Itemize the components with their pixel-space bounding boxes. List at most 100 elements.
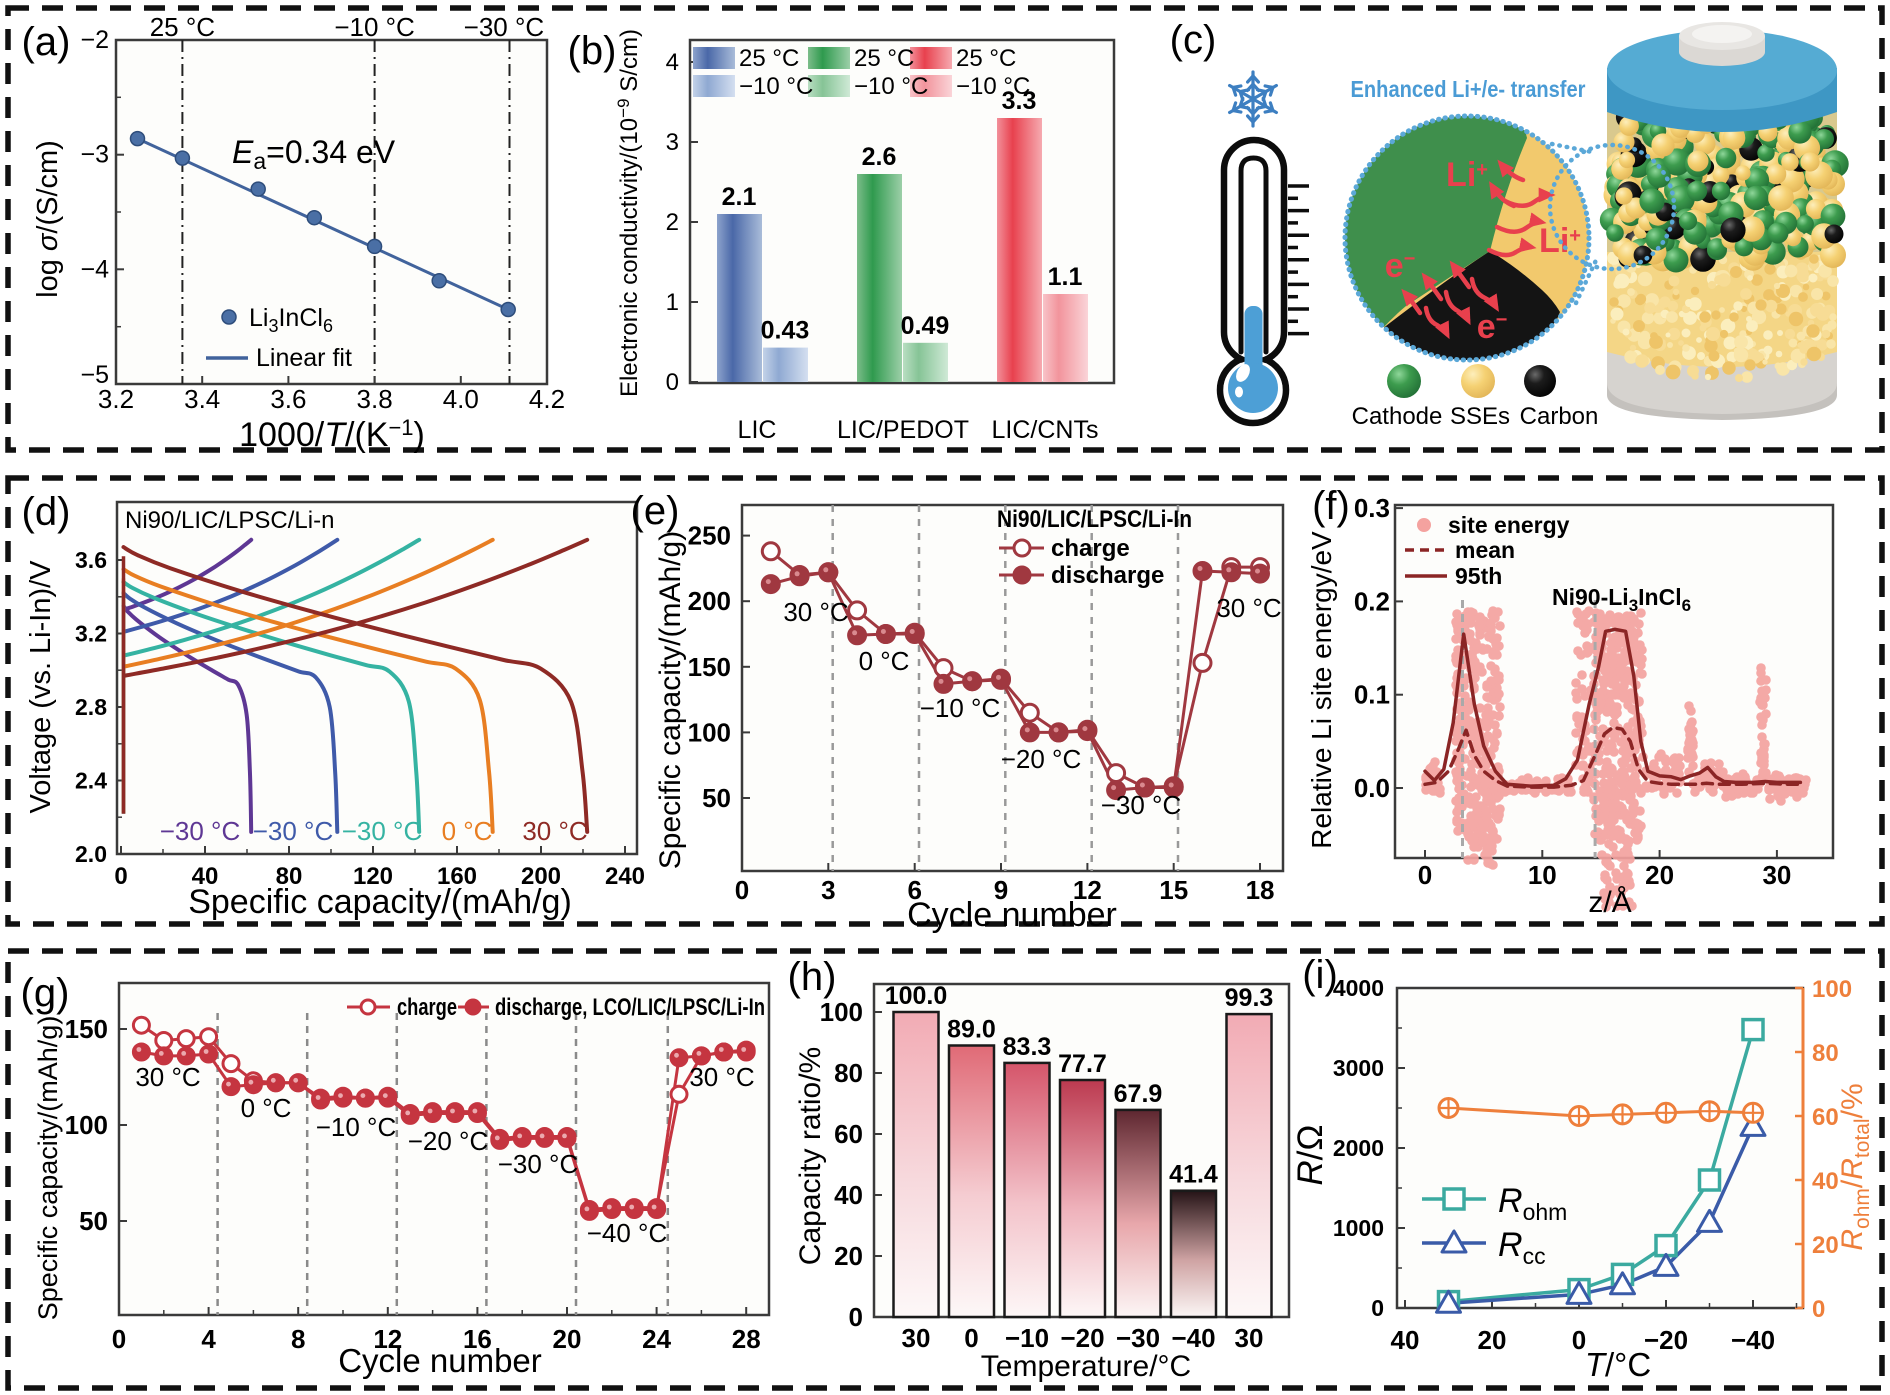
svg-text:250: 250 xyxy=(688,521,731,551)
svg-text:site energy: site energy xyxy=(1448,512,1570,538)
svg-text:Voltage (vs. Li-In)/V: Voltage (vs. Li-In)/V xyxy=(25,560,57,814)
svg-text:99.3: 99.3 xyxy=(1225,984,1274,1012)
svg-text:Li3InCl6: Li3InCl6 xyxy=(249,304,333,336)
svg-text:−20: −20 xyxy=(1644,1325,1688,1355)
svg-text:24: 24 xyxy=(642,1324,671,1354)
svg-text:80: 80 xyxy=(834,1058,863,1088)
svg-text:40: 40 xyxy=(834,1180,863,1210)
svg-text:3.6: 3.6 xyxy=(270,384,306,414)
svg-text:−10 °C: −10 °C xyxy=(854,73,928,100)
svg-text:30: 30 xyxy=(902,1323,931,1353)
svg-text:20: 20 xyxy=(1478,1325,1507,1355)
svg-text:Capacity ratio/%: Capacity ratio/% xyxy=(794,1047,827,1265)
svg-text:100: 100 xyxy=(65,1110,108,1140)
svg-text:3.6: 3.6 xyxy=(75,547,107,573)
svg-text:−30 °C: −30 °C xyxy=(160,816,241,846)
svg-text:−10 °C: −10 °C xyxy=(920,693,1001,723)
svg-text:240: 240 xyxy=(605,863,645,890)
svg-text:100.0: 100.0 xyxy=(885,982,948,1010)
svg-text:83.3: 83.3 xyxy=(1003,1033,1052,1061)
svg-text:0 °C: 0 °C xyxy=(442,816,493,846)
svg-text:40: 40 xyxy=(1812,1168,1839,1195)
svg-text:(c): (c) xyxy=(1170,18,1217,62)
svg-text:0: 0 xyxy=(1418,860,1432,890)
svg-text:Enhanced Li+/e- transfer: Enhanced Li+/e- transfer xyxy=(1351,76,1586,102)
svg-text:0 °C: 0 °C xyxy=(241,1093,292,1123)
svg-text:LIC/PEDOT: LIC/PEDOT xyxy=(837,416,969,444)
svg-text:−40 °C: −40 °C xyxy=(587,1218,668,1248)
svg-text:25 °C: 25 °C xyxy=(956,45,1016,72)
svg-text:1.1: 1.1 xyxy=(1048,263,1083,291)
svg-text:9: 9 xyxy=(994,875,1008,905)
svg-text:−30 °C: −30 °C xyxy=(498,1149,579,1179)
svg-text:80: 80 xyxy=(1812,1040,1839,1067)
svg-text:Ni90-Li3InCl6: Ni90-Li3InCl6 xyxy=(1552,584,1691,615)
svg-text:−30: −30 xyxy=(1116,1323,1160,1353)
svg-text:LIC: LIC xyxy=(738,416,777,444)
svg-text:30 °C: 30 °C xyxy=(689,1062,754,1092)
svg-text:charge: charge xyxy=(397,994,457,1021)
svg-text:10: 10 xyxy=(1528,860,1557,890)
svg-text:Specific capacity/(mAh/g): Specific capacity/(mAh/g) xyxy=(654,531,687,869)
svg-text:Linear fit: Linear fit xyxy=(256,344,352,372)
svg-text:0: 0 xyxy=(1371,1295,1384,1321)
svg-text:4: 4 xyxy=(666,49,679,76)
svg-text:−40: −40 xyxy=(1171,1323,1215,1353)
svg-text:2.6: 2.6 xyxy=(862,143,897,171)
svg-text:28: 28 xyxy=(732,1324,761,1354)
svg-text:Rohm/Rtotal/%: Rohm/Rtotal/% xyxy=(1836,1083,1874,1250)
svg-text:3.2: 3.2 xyxy=(75,621,107,647)
svg-text:(e): (e) xyxy=(631,489,680,533)
svg-text:−10 °C: −10 °C xyxy=(739,73,813,100)
svg-text:−20: −20 xyxy=(1060,1323,1104,1353)
svg-text:100: 100 xyxy=(820,997,863,1027)
svg-text:100: 100 xyxy=(1812,976,1852,1003)
svg-text:Cycle number: Cycle number xyxy=(907,896,1117,934)
svg-text:Ni90/LIC/LPSC/Li-In: Ni90/LIC/LPSC/Li-In xyxy=(997,506,1192,533)
svg-text:−10 °C: −10 °C xyxy=(334,12,415,42)
svg-text:(h): (h) xyxy=(788,955,837,999)
svg-text:2.1: 2.1 xyxy=(722,183,757,211)
svg-text:15: 15 xyxy=(1159,875,1188,905)
svg-text:2.4: 2.4 xyxy=(75,768,107,794)
svg-text:3.8: 3.8 xyxy=(357,384,393,414)
svg-text:100: 100 xyxy=(688,717,731,747)
svg-text:200: 200 xyxy=(521,863,561,890)
svg-text:Carbon: Carbon xyxy=(1520,403,1599,430)
svg-text:3: 3 xyxy=(666,129,679,156)
svg-text:30 °C: 30 °C xyxy=(1216,593,1281,623)
svg-text:Relative Li site energy/eV: Relative Li site energy/eV xyxy=(1306,531,1337,849)
svg-text:0: 0 xyxy=(114,863,127,890)
svg-text:mean: mean xyxy=(1455,537,1515,563)
svg-text:(a): (a) xyxy=(22,20,71,64)
svg-text:41.4: 41.4 xyxy=(1169,1161,1218,1189)
svg-text:−20 °C: −20 °C xyxy=(408,1126,489,1156)
svg-text:8: 8 xyxy=(291,1324,305,1354)
svg-text:2.8: 2.8 xyxy=(75,694,107,720)
svg-text:−5: −5 xyxy=(80,361,109,389)
svg-text:12: 12 xyxy=(373,1324,402,1354)
svg-text:−10 °C: −10 °C xyxy=(316,1112,397,1142)
svg-text:80: 80 xyxy=(276,863,303,890)
svg-text:2: 2 xyxy=(666,209,679,236)
svg-text:3: 3 xyxy=(821,875,835,905)
svg-text:0.49: 0.49 xyxy=(901,312,950,340)
svg-text:0: 0 xyxy=(112,1324,126,1354)
svg-text:3000: 3000 xyxy=(1333,1055,1384,1081)
svg-text:30 °C: 30 °C xyxy=(522,816,587,846)
svg-text:77.7: 77.7 xyxy=(1058,1050,1107,1078)
svg-text:(i): (i) xyxy=(1302,953,1338,997)
svg-text:0: 0 xyxy=(964,1323,978,1353)
svg-text:SSEs: SSEs xyxy=(1450,403,1510,430)
svg-text:30 °C: 30 °C xyxy=(135,1062,200,1092)
svg-text:(f): (f) xyxy=(1312,484,1350,528)
svg-text:z/Å: z/Å xyxy=(1588,886,1631,919)
svg-text:−2: −2 xyxy=(80,26,109,54)
svg-text:−10 °C: −10 °C xyxy=(956,73,1030,100)
svg-text:30: 30 xyxy=(1235,1323,1264,1353)
svg-text:18: 18 xyxy=(1246,875,1275,905)
svg-text:0.3: 0.3 xyxy=(1354,493,1390,523)
svg-text:Ea=0.34 eV: Ea=0.34 eV xyxy=(232,134,396,174)
svg-text:0.1: 0.1 xyxy=(1354,680,1390,710)
svg-text:−30 °C: −30 °C xyxy=(1101,790,1182,820)
